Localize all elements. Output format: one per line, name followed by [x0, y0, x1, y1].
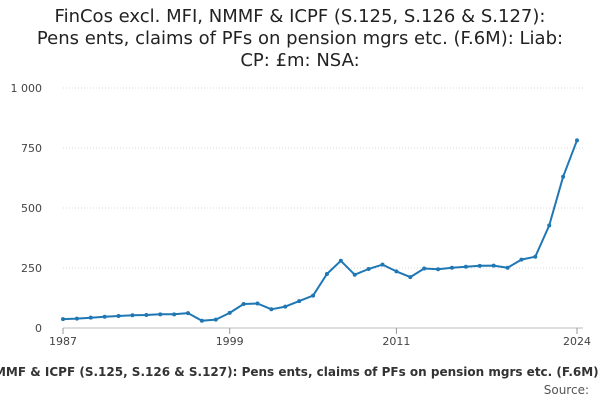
- y-tick-label: 750: [21, 142, 42, 155]
- y-tick-label: 250: [21, 262, 42, 275]
- data-point[interactable]: [227, 310, 232, 315]
- data-point[interactable]: [283, 304, 288, 309]
- data-point[interactable]: [74, 316, 79, 321]
- chart-title: FinCos excl. MFI, NMMF & ICPF (S.125, S.…: [0, 6, 600, 72]
- series-layer: [61, 138, 579, 323]
- data-point[interactable]: [422, 266, 427, 271]
- data-point[interactable]: [88, 315, 93, 320]
- legend: FinCos excl. MFI, NMMF & ICPF (S.125, S.…: [0, 364, 600, 382]
- x-tick-label: 1999: [216, 335, 244, 348]
- data-point[interactable]: [352, 272, 357, 277]
- data-point[interactable]: [533, 254, 538, 259]
- y-tick-label: 1 000: [11, 82, 43, 95]
- legend-series-label: FinCos excl. MFI, NMMF & ICPF (S.125, S.…: [0, 365, 600, 379]
- x-axis: [62, 327, 583, 334]
- data-point[interactable]: [102, 314, 107, 319]
- data-point[interactable]: [519, 257, 524, 262]
- data-point[interactable]: [394, 269, 399, 274]
- data-point[interactable]: [130, 313, 135, 318]
- data-point[interactable]: [449, 265, 454, 270]
- data-point[interactable]: [297, 299, 302, 304]
- data-point[interactable]: [186, 311, 191, 316]
- data-point[interactable]: [491, 263, 496, 268]
- y-axis-tick-labels: 0 250 500 750 1 000: [11, 82, 43, 335]
- data-point[interactable]: [338, 258, 343, 263]
- data-point[interactable]: [311, 293, 316, 298]
- data-point[interactable]: [199, 318, 204, 323]
- y-tick-label: 500: [21, 202, 42, 215]
- data-point[interactable]: [547, 223, 552, 228]
- data-point[interactable]: [380, 262, 385, 267]
- data-point[interactable]: [241, 302, 246, 306]
- data-point[interactable]: [477, 263, 482, 268]
- data-point[interactable]: [324, 272, 329, 276]
- source-label: Source:: [543, 383, 589, 397]
- data-point[interactable]: [561, 174, 566, 179]
- chart-title-line-2: Pens ents, claims of PFs on pension mgrs…: [36, 28, 564, 49]
- data-point[interactable]: [366, 266, 371, 271]
- data-point[interactable]: [144, 313, 149, 318]
- data-point[interactable]: [463, 264, 468, 269]
- grid-lines: [63, 87, 583, 269]
- data-point[interactable]: [505, 265, 510, 270]
- data-point[interactable]: [116, 314, 121, 318]
- series-line: [62, 139, 578, 322]
- data-point[interactable]: [269, 307, 274, 312]
- data-point[interactable]: [408, 275, 413, 280]
- x-tick-label: 2024: [563, 335, 591, 348]
- chart-title-line-1: FinCos excl. MFI, NMMF & ICPF (S.125, S.…: [54, 6, 546, 27]
- data-point[interactable]: [172, 312, 177, 317]
- data-point[interactable]: [158, 312, 163, 317]
- y-tick-label: 0: [35, 322, 42, 335]
- x-tick-label: 1987: [49, 335, 77, 348]
- x-axis-tick-labels: 1987 1999 2011 2024: [49, 335, 591, 348]
- data-point[interactable]: [436, 267, 441, 272]
- data-point[interactable]: [213, 317, 218, 322]
- data-point[interactable]: [61, 317, 65, 322]
- data-point[interactable]: [575, 138, 579, 143]
- data-point[interactable]: [255, 301, 260, 306]
- x-tick-label: 2011: [382, 335, 410, 348]
- chart-title-line-3: CP: £m: NSA:: [240, 50, 360, 71]
